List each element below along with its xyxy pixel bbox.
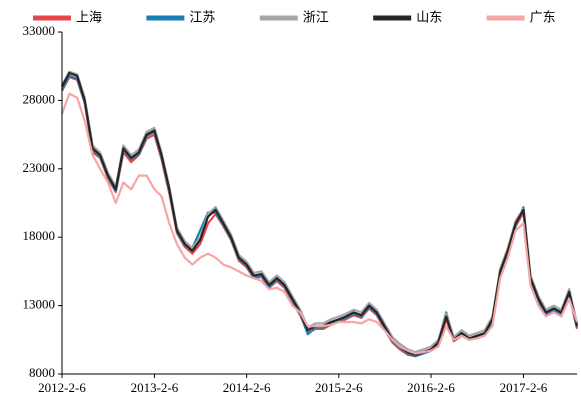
y-tick-label: 28000 <box>23 91 56 106</box>
y-tick-label: 33000 <box>23 23 56 38</box>
x-tick-label: 2016-2-6 <box>407 380 455 395</box>
x-tick-label: 2015-2-6 <box>315 380 363 395</box>
x-tick-label: 2013-2-6 <box>131 380 179 395</box>
series-line <box>61 74 579 358</box>
y-tick-label: 8000 <box>29 365 55 380</box>
series-line <box>61 75 579 358</box>
series-line <box>60 92 579 355</box>
x-tick-label: 2012-2-6 <box>38 380 86 395</box>
series-line <box>61 70 579 354</box>
y-tick-label: 23000 <box>23 160 56 175</box>
x-tick-label: 2014-2-6 <box>223 380 271 395</box>
x-tick-label: 2017-2-6 <box>500 380 548 395</box>
series-line <box>61 71 579 356</box>
legend-label: 广东 <box>530 11 556 26</box>
y-tick-label: 13000 <box>23 297 56 312</box>
legend-label: 江苏 <box>189 10 215 26</box>
legend-label: 上海 <box>76 11 102 26</box>
y-tick-label: 18000 <box>23 228 56 243</box>
legend-label: 浙江 <box>303 11 329 26</box>
legend-label: 山东 <box>416 11 442 26</box>
